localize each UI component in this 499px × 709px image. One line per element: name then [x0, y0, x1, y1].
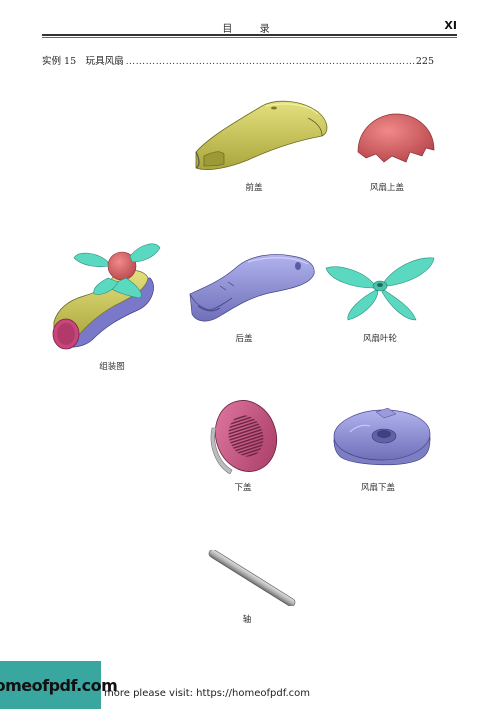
fan-bottom-cover-image [333, 408, 431, 466]
toc-entry[interactable]: 实例 15 玩具风扇 225 [42, 53, 434, 67]
caption-bottom-cover: 下盖 [234, 483, 252, 493]
caption-shaft: 轴 [242, 615, 252, 625]
toc-entry-page: 225 [415, 56, 434, 67]
shaft-image [208, 550, 296, 606]
front-cover-image [195, 100, 328, 170]
header-title: 目 录 [222, 24, 282, 35]
caption-fan-top-cover: 风扇上盖 [369, 183, 404, 193]
assembly-image [52, 243, 161, 350]
homeofpdf-logo-banner[interactable]: homeofpdf.com [0, 661, 118, 709]
footer-visit-link[interactable]: more please visit: https://homeofpdf.com [104, 688, 311, 699]
fan-top-cover-image [357, 113, 435, 163]
caption-fan-blade: 风扇叶轮 [362, 334, 397, 344]
caption-assembly: 组装图 [99, 362, 125, 372]
toc-entry-label: 实例 15 玩具风扇 [42, 56, 124, 67]
caption-fan-bottom-cover: 风扇下盖 [360, 483, 395, 493]
header-page-number: XI [444, 19, 457, 32]
header-rule-thick [42, 34, 457, 36]
toc-leader-dots [126, 56, 415, 67]
banner-text: homeofpdf.com [0, 675, 118, 695]
back-cover-image [189, 254, 315, 322]
header-rule-thin [42, 37, 457, 38]
bottom-cover-image [210, 400, 278, 474]
caption-back-cover: 后盖 [235, 334, 253, 344]
caption-front-cover: 前盖 [245, 183, 263, 193]
fan-blade-image [325, 257, 435, 321]
